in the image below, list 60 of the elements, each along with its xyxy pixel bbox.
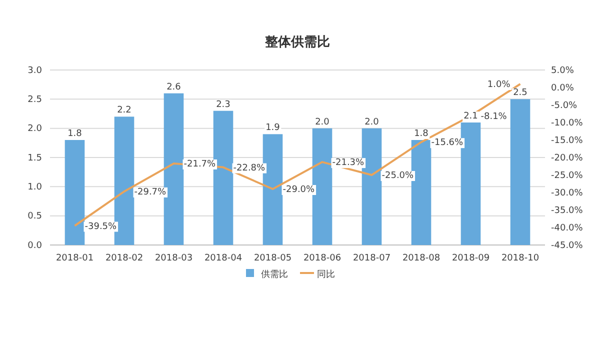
data-label: 1.9 (266, 123, 280, 134)
bar (262, 134, 283, 245)
x-tick-label: 2018-04 (204, 253, 242, 264)
bar (510, 99, 530, 245)
x-tick-label: 2018-09 (452, 253, 490, 264)
bar (312, 128, 332, 245)
bar (411, 140, 432, 245)
data-label: 1.0% (487, 80, 511, 90)
bar (362, 128, 382, 245)
y2-tick-label: 0.0% (551, 83, 574, 94)
data-label: -29.0% (282, 185, 316, 195)
data-label: -29.7% (134, 187, 167, 198)
data-label: -25.0% (382, 171, 414, 181)
bar (64, 140, 85, 245)
legend-label: 供需比 (261, 269, 288, 280)
x-tick-label: 2018-05 (254, 253, 292, 264)
bar (164, 93, 184, 245)
data-label: -8.1% (480, 112, 508, 122)
y2-tick-label: -25.0% (551, 170, 584, 181)
x-tick-label: 2018-03 (154, 253, 193, 264)
y2-tick-label: 5.0% (551, 66, 574, 76)
data-label: 2.5 (513, 88, 528, 98)
y-tick-label: 3.0 (28, 66, 42, 76)
legend-label: 同比 (317, 269, 335, 280)
chart-title: 整体供需比 (264, 35, 330, 50)
x-tick-label: 2018-10 (501, 253, 540, 264)
x-tick-label: 2018-06 (303, 253, 342, 264)
bar (213, 110, 234, 245)
data-label: 2.0 (364, 117, 380, 128)
y-tick-label: 0.5 (28, 212, 42, 222)
y2-tick-label: -10.0% (551, 118, 584, 128)
y-tick-label: 1.0 (28, 182, 42, 193)
data-label: 2.0 (315, 117, 330, 128)
y2-tick-label: -20.0% (551, 153, 584, 164)
x-tick-label: 2018-02 (105, 253, 144, 264)
bar (460, 122, 481, 245)
data-label: 1.8 (68, 129, 82, 139)
data-label: -21.7% (184, 159, 216, 170)
y-tick-label: 1.5 (28, 153, 42, 164)
bar (114, 116, 134, 245)
y2-tick-label: -35.0% (551, 206, 584, 216)
data-label: -39.5% (84, 222, 118, 232)
data-label: -22.8% (233, 163, 266, 174)
y-tick-label: 0.0 (28, 240, 42, 251)
y2-tick-label: -40.0% (551, 223, 584, 234)
y2-tick-label: -15.0% (551, 136, 584, 146)
y2-tick-label: -45.0% (551, 240, 584, 251)
data-label: 1.8 (414, 129, 429, 139)
x-tick-label: 2018-01 (56, 253, 94, 264)
data-label: 2.3 (216, 100, 230, 110)
data-label: 2.6 (166, 82, 182, 92)
x-tick-label: 2018-07 (352, 253, 391, 264)
data-label: -15.6% (431, 138, 464, 148)
data-label: -21.3% (332, 158, 365, 168)
data-label: 2.2 (117, 106, 132, 116)
y-tick-label: 2.5 (28, 95, 42, 106)
y2-tick-label: -5.0% (551, 100, 578, 111)
x-tick-label: 2018-08 (402, 253, 440, 264)
y-tick-label: 2.0 (28, 124, 42, 134)
y2-tick-label: -30.0% (551, 188, 584, 198)
